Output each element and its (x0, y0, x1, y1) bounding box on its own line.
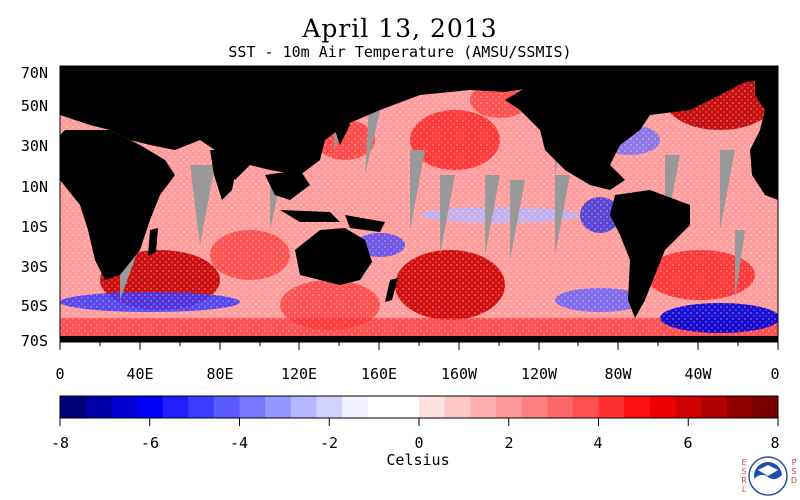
colorbar-tick-label: -8 (50, 434, 70, 452)
missing-data-swaths (120, 75, 745, 300)
land-indonesia (280, 210, 340, 222)
colorbar-tick-label: -4 (229, 434, 249, 452)
land-australia (295, 228, 372, 285)
colorbar (60, 396, 779, 418)
colorbar-swatch (444, 396, 471, 418)
colorbar-swatch (624, 396, 651, 418)
colorbar-swatch (495, 396, 523, 418)
colorbar-swatch (547, 396, 574, 418)
colorbar-swatch (342, 396, 369, 418)
lon-label-160e: 160E (360, 365, 398, 383)
lon-label-80e: 80E (206, 365, 234, 383)
lat-label-50s: 50S (20, 297, 48, 315)
axis-ticks (59, 342, 779, 350)
land-se-asia (265, 170, 310, 200)
land-eurasia (60, 66, 600, 180)
land-new-zealand (385, 278, 398, 302)
map-field (60, 66, 778, 342)
land-madagascar (148, 228, 158, 256)
colorbar-swatch (316, 396, 343, 418)
lat-label-70n: 70N (20, 64, 48, 82)
colorbar-swatch (85, 396, 112, 418)
page-subtitle: SST - 10m Air Temperature (AMSU/SSMIS) (228, 43, 572, 61)
land (60, 66, 778, 342)
colorbar-swatch (701, 396, 728, 418)
land-europe-africa-east (750, 66, 778, 200)
colorbar-swatch (367, 396, 394, 418)
colorbar-swatch (136, 396, 164, 418)
colorbar-swatch (521, 396, 548, 418)
land-north-america (505, 66, 778, 190)
land-new-guinea (345, 215, 385, 232)
colorbar-swatch (213, 396, 240, 418)
lon-label-80w: 80W (604, 365, 632, 383)
land-greenland (655, 66, 715, 95)
lon-label-120e: 120E (280, 365, 318, 383)
colorbar-swatch (265, 396, 292, 418)
lon-label-0: 0 (55, 365, 65, 383)
page-title: April 13, 2013 (302, 14, 498, 43)
lon-label-40e: 40E (126, 365, 154, 383)
colorbar-tick-label: 0 (414, 434, 424, 452)
colorbar-swatch (470, 396, 497, 418)
colorbar-swatch (111, 396, 138, 418)
colorbar-tick-label: -2 (319, 434, 339, 452)
colorbar-swatch (675, 396, 702, 418)
lat-label-10s: 10S (20, 218, 48, 236)
colorbar-swatch (419, 396, 446, 418)
colorbar-units: Celsius (386, 451, 450, 469)
land-japan (335, 118, 350, 145)
colorbar-swatch (649, 396, 676, 418)
land-south-america (610, 190, 690, 318)
colorbar-swatch (598, 396, 625, 418)
colorbar-tick-label: 2 (504, 434, 514, 452)
noaa-logo-icon (748, 456, 788, 496)
land-india (210, 150, 240, 200)
lon-label-160w: 160W (440, 365, 478, 383)
lat-label-70s: 70S (20, 332, 48, 350)
land-antarctica (60, 336, 778, 342)
colorbar-swatch (752, 396, 779, 418)
colorbar-swatch (726, 396, 753, 418)
colorbar-swatch (60, 396, 87, 418)
lat-label-30n: 30N (20, 137, 48, 155)
land-africa (60, 130, 175, 280)
lat-label-30s: 30S (20, 258, 48, 276)
colorbar-tick-label: 6 (683, 434, 693, 452)
colorbar-tick-label: 4 (593, 434, 603, 452)
colorbar-swatch (572, 396, 599, 418)
colorbar-tick-label: -6 (140, 434, 160, 452)
colorbar-swatch (393, 396, 420, 418)
colorbar-swatch (188, 396, 215, 418)
lon-label-40w: 40W (684, 365, 712, 383)
colorbar-swatch (162, 396, 189, 418)
lon-label-120w: 120W (520, 365, 558, 383)
colorbar-swatch (239, 396, 266, 418)
lat-label-50n: 50N (20, 97, 48, 115)
lat-label-10n: 10N (20, 178, 48, 196)
colorbar-tick-label: 8 (770, 434, 780, 452)
colorbar-ticks (59, 418, 779, 426)
colorbar-swatch (290, 396, 317, 418)
lon-label-0-east: 0 (770, 365, 780, 383)
